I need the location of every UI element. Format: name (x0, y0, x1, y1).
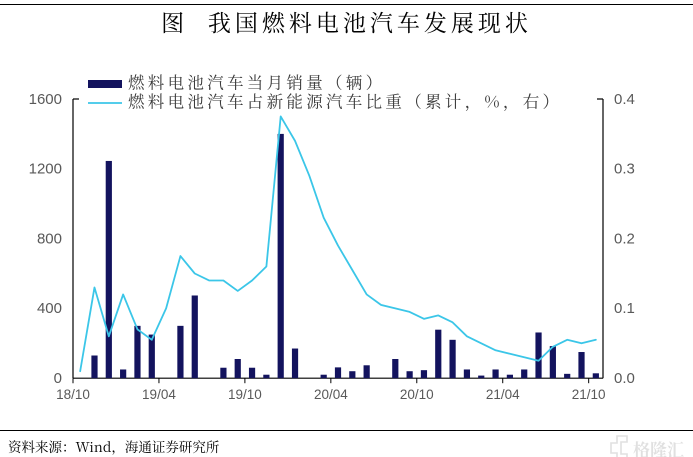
svg-text:0.3: 0.3 (614, 161, 635, 178)
svg-text:18/10: 18/10 (56, 387, 90, 402)
svg-text:20/10: 20/10 (400, 387, 434, 402)
svg-text:400: 400 (37, 300, 62, 317)
svg-text:19/10: 19/10 (228, 387, 262, 402)
svg-text:1200: 1200 (29, 161, 62, 178)
svg-text:0.0: 0.0 (614, 370, 635, 387)
svg-text:1600: 1600 (29, 91, 62, 108)
svg-text:0.4: 0.4 (614, 91, 635, 108)
svg-text:21/10: 21/10 (572, 387, 606, 402)
svg-text:0.2: 0.2 (614, 230, 635, 247)
svg-text:800: 800 (37, 230, 62, 247)
svg-text:19/04: 19/04 (142, 387, 176, 402)
svg-text:0: 0 (54, 370, 62, 387)
svg-text:0.1: 0.1 (614, 300, 635, 317)
svg-text:20/04: 20/04 (314, 387, 348, 402)
svg-text:燃料电池汽车占新能源汽车比重（累计，%，右）: 燃料电池汽车占新能源汽车比重（累计，%，右） (128, 89, 562, 113)
svg-text:21/04: 21/04 (486, 387, 520, 402)
